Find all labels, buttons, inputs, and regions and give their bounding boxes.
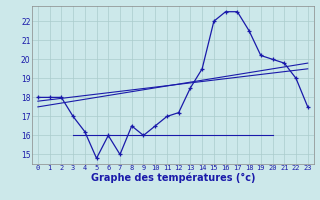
X-axis label: Graphe des températures (°c): Graphe des températures (°c) [91, 173, 255, 183]
